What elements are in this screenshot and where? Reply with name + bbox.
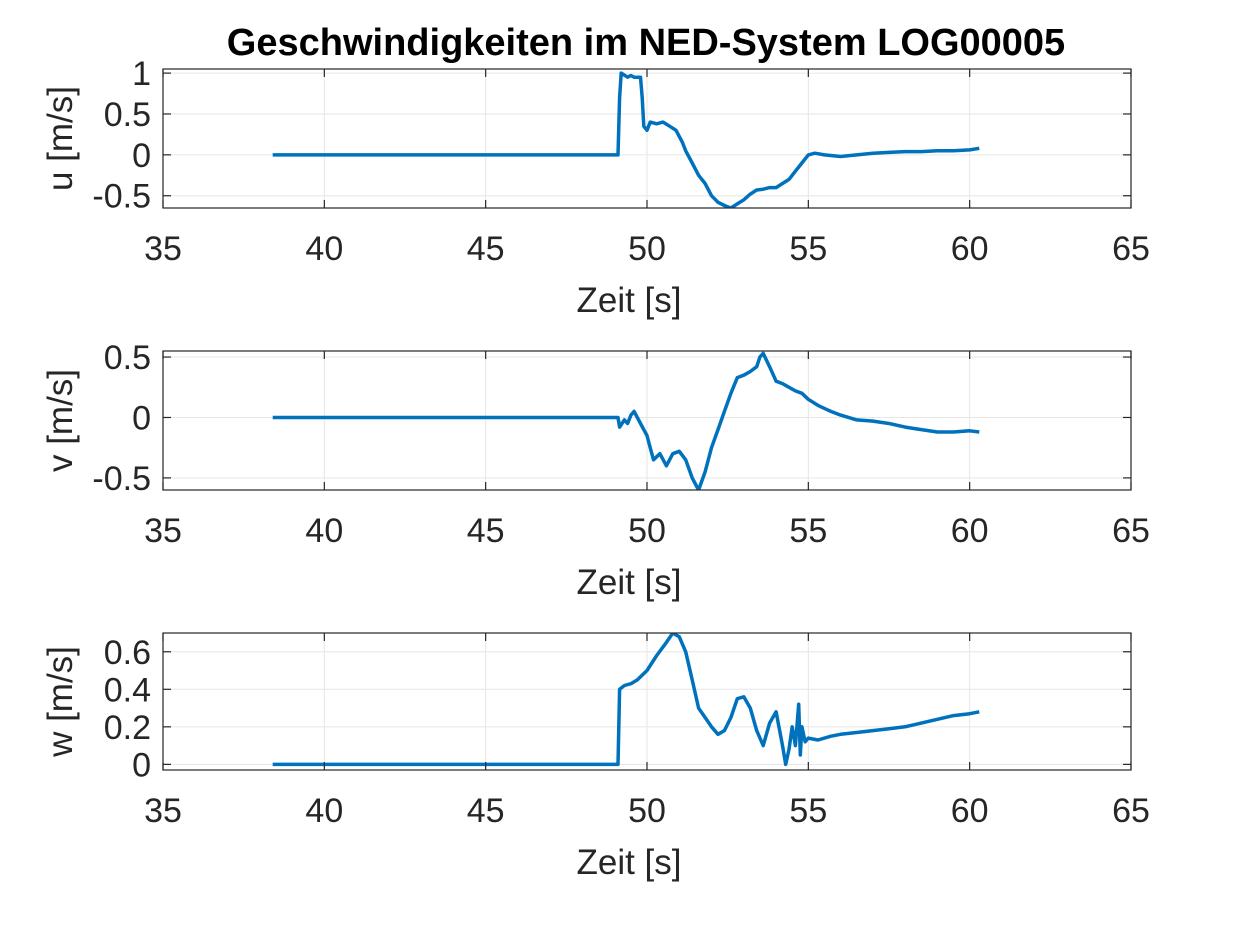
u-x-tick-label: 50	[628, 230, 666, 268]
u-x-tick-label: 40	[305, 230, 343, 268]
w-x-tick-label: 45	[467, 792, 505, 830]
w-subplot: 35 40 45 50 55 60 65 00.20.40.6 Zeit [s] w [m/s]	[41, 632, 1150, 882]
v-x-tick-label: 35	[144, 512, 182, 550]
v-y-axis-label: v [m/s]	[41, 369, 80, 472]
v-series-line	[272, 351, 980, 490]
u-subplot: 35 40 45 50 55 60 65 -0.500.51 Zeit [s] u [m/s]	[41, 55, 1150, 320]
u-x-tick-label: 45	[467, 230, 505, 268]
w-x-tick-label: 35	[144, 792, 182, 830]
u-y-tick-label: -0.5	[92, 178, 151, 216]
v-subplot: 35 40 45 50 55 60 65 -0.5 0 0.5 Zeit [s] v [m/s]	[41, 339, 1150, 602]
w-x-tick-label: 55	[789, 792, 827, 830]
u-y-axis-label: u [m/s]	[41, 86, 80, 191]
u-x-axis-label: Zeit [s]	[576, 281, 681, 320]
v-y-tick-label: 0.5	[104, 339, 151, 377]
u-y-tick-label: 1	[132, 55, 151, 93]
v-x-tick-label: 40	[305, 512, 343, 550]
w-x-tick-label: 60	[951, 792, 989, 830]
u-x-tick-label: 55	[789, 230, 827, 268]
figure-title: Geschwindigkeiten im NED-System LOG00005	[227, 22, 1065, 64]
v-x-tick-label: 50	[628, 512, 666, 550]
w-y-tick-label: 0	[132, 746, 151, 784]
u-y-tick-label: 0	[132, 137, 151, 175]
v-x-tick-label: 65	[1112, 512, 1150, 550]
w-y-tick-label: 0.6	[104, 634, 151, 672]
w-y-tick-label: 0.2	[104, 709, 151, 747]
w-y-tick-label: 0.4	[104, 671, 151, 709]
v-y-tick-label: -0.5	[92, 460, 151, 498]
w-x-tick-label: 50	[628, 792, 666, 830]
u-series-line	[272, 71, 980, 208]
v-x-tick-label: 60	[951, 512, 989, 550]
v-x-axis-label: Zeit [s]	[576, 563, 681, 602]
v-x-tick-label: 45	[467, 512, 505, 550]
w-y-axis-label: w [m/s]	[41, 646, 80, 758]
w-x-tick-label: 65	[1112, 792, 1150, 830]
u-y-tick-label: 0.5	[104, 96, 151, 134]
v-y-tick-label: 0	[132, 399, 151, 437]
w-x-axis-label: Zeit [s]	[576, 843, 681, 882]
u-x-tick-label: 35	[144, 230, 182, 268]
u-x-tick-label: 65	[1112, 230, 1150, 268]
w-x-tick-label: 40	[305, 792, 343, 830]
v-x-tick-label: 55	[789, 512, 827, 550]
u-x-tick-label: 60	[951, 230, 989, 268]
w-series-line	[272, 633, 980, 767]
